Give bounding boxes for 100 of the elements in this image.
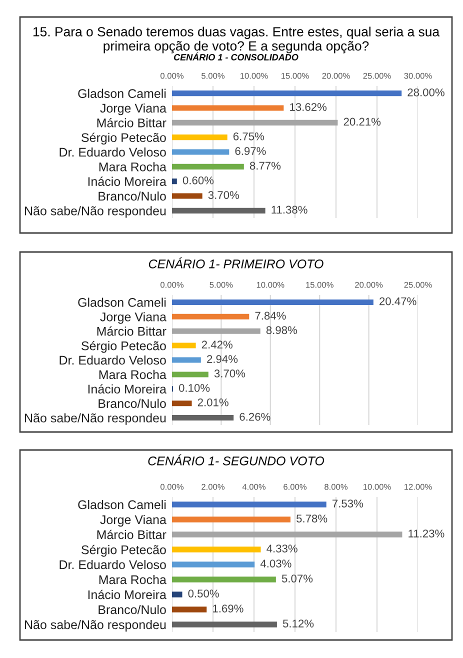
y-tick-label: Não sabe/Não respondeu [25,206,166,218]
y-tick-label: Inácio Moreira [88,384,166,394]
data-label: 28.00% [408,88,444,96]
data-label: 8.98% [266,326,298,334]
data-label: 11.38% [272,206,308,214]
data-label: 3.70% [208,191,240,199]
x-tick-label: 0.00% [160,484,184,490]
bar [172,546,261,552]
bar [172,357,201,363]
bar [172,328,260,334]
y-tick-label: Branco/Nulo [98,604,166,614]
y-tick-label: Sérgio Petecão [82,132,166,145]
bar [172,178,177,184]
y-tick-label: Dr. Eduardo Veloso [60,355,166,365]
bar [172,622,277,628]
y-tick-label: Não sabe/Não respondeu [25,413,166,425]
data-label: 2.94% [207,355,238,363]
x-tick-label: 15.00% [282,72,309,79]
x-tick-label: 2.00% [202,484,225,490]
bar [172,606,207,612]
y-tick-label: Mara Rocha [99,162,166,172]
bar [172,193,202,199]
data-label: 0.10% [178,384,210,392]
y-tick-label: Mara Rocha [99,370,166,380]
y-tick-label: Gladson Cameli [78,298,166,307]
y-tick-label: Gladson Cameli [78,88,166,98]
x-tick-label: 20.00% [322,72,350,79]
x-tick-label: 12.00% [404,484,432,490]
bar [172,592,182,598]
x-tick-label: 10.00% [240,72,268,79]
bar [172,532,402,538]
y-tick-label: Dr. Eduardo Veloso [60,560,166,570]
y-tick-label: Márcio Bittar [97,530,166,540]
y-tick-label: Inácio Moreira [88,590,166,600]
data-label: 2.42% [202,340,232,348]
data-label: 5.78% [296,514,328,522]
data-label: 4.03% [260,560,292,568]
y-tick-label: Jorge Viana [100,312,166,324]
data-label: 4.33% [266,544,298,552]
bar [172,134,228,140]
x-tick-label: 20.00% [355,282,383,288]
bar [172,562,255,568]
y-tick-label: Não sabe/Não respondeu [25,620,166,632]
bar [172,105,284,111]
bar [172,120,338,126]
x-tick-label: 25.00% [404,282,432,288]
data-label: 6.75% [233,132,264,140]
bar [172,299,374,305]
x-tick-label: 8.00% [324,484,348,490]
y-tick-label: Dr. Eduardo Veloso [60,147,166,157]
bar [172,400,192,406]
y-tick-label: Sérgio Petecão [82,340,166,353]
y-tick-label: Branco/Nulo [98,191,166,201]
chart-title: 15. Para o Senado teremos duas vagas. Entre estes, qual seria a sua primeira opção de voto? E a segunda opção? [33,26,440,54]
data-label: 0.50% [188,590,219,598]
bar [172,314,250,320]
bar [172,516,290,522]
x-tick-label: 10.00% [256,282,284,288]
data-label: 1.69% [213,604,244,612]
bar [172,372,208,378]
data-label: 3.70% [214,370,246,378]
chart-title: CENÁRIO 1- PRIMEIRO VOTO [148,257,324,268]
bar [172,502,326,508]
data-label: 20.21% [344,118,381,126]
y-tick-label: Sérgio Petecão [82,544,166,557]
x-tick-label: 30.00% [404,72,432,79]
y-tick-label: Gladson Cameli [78,500,166,510]
data-label: 6.97% [235,147,266,155]
chart-subtitle: CENÁRIO 1 - CONSOLIDADO [174,52,298,60]
y-tick-label: Branco/Nulo [98,398,166,408]
x-tick-label: 5.00% [210,282,233,288]
bar [172,164,244,170]
x-tick-label: 10.00% [364,484,391,490]
data-label: 5.12% [282,620,314,628]
data-label: 5.07% [282,574,313,582]
data-label: 8.77% [250,162,281,170]
y-tick-label: Jorge Viana [100,103,166,116]
x-tick-label: 6.00% [284,484,307,490]
bar [172,342,196,348]
data-label: 11.23% [408,530,444,538]
chart-title: CENÁRIO 1- SEGUNDO VOTO [148,454,324,466]
bar [172,576,276,582]
data-label: 0.60% [182,176,214,184]
data-label: 2.01% [198,398,228,406]
x-tick-label: 0.00% [160,72,184,79]
x-tick-label: 5.00% [202,72,225,79]
bar [172,90,402,96]
y-tick-label: Jorge Viana [100,514,166,527]
bar [172,208,266,214]
data-label: 7.53% [332,500,364,508]
data-label: 13.62% [290,103,327,111]
y-tick-label: Mara Rocha [99,574,166,584]
data-label: 20.47% [380,297,416,306]
x-tick-label: 25.00% [363,72,391,79]
data-label: 6.26% [240,412,270,421]
data-label: 7.84% [255,312,286,320]
y-tick-label: Márcio Bittar [97,326,166,336]
bar [172,149,230,155]
y-tick-label: Márcio Bittar [97,118,166,128]
bar [172,415,234,421]
